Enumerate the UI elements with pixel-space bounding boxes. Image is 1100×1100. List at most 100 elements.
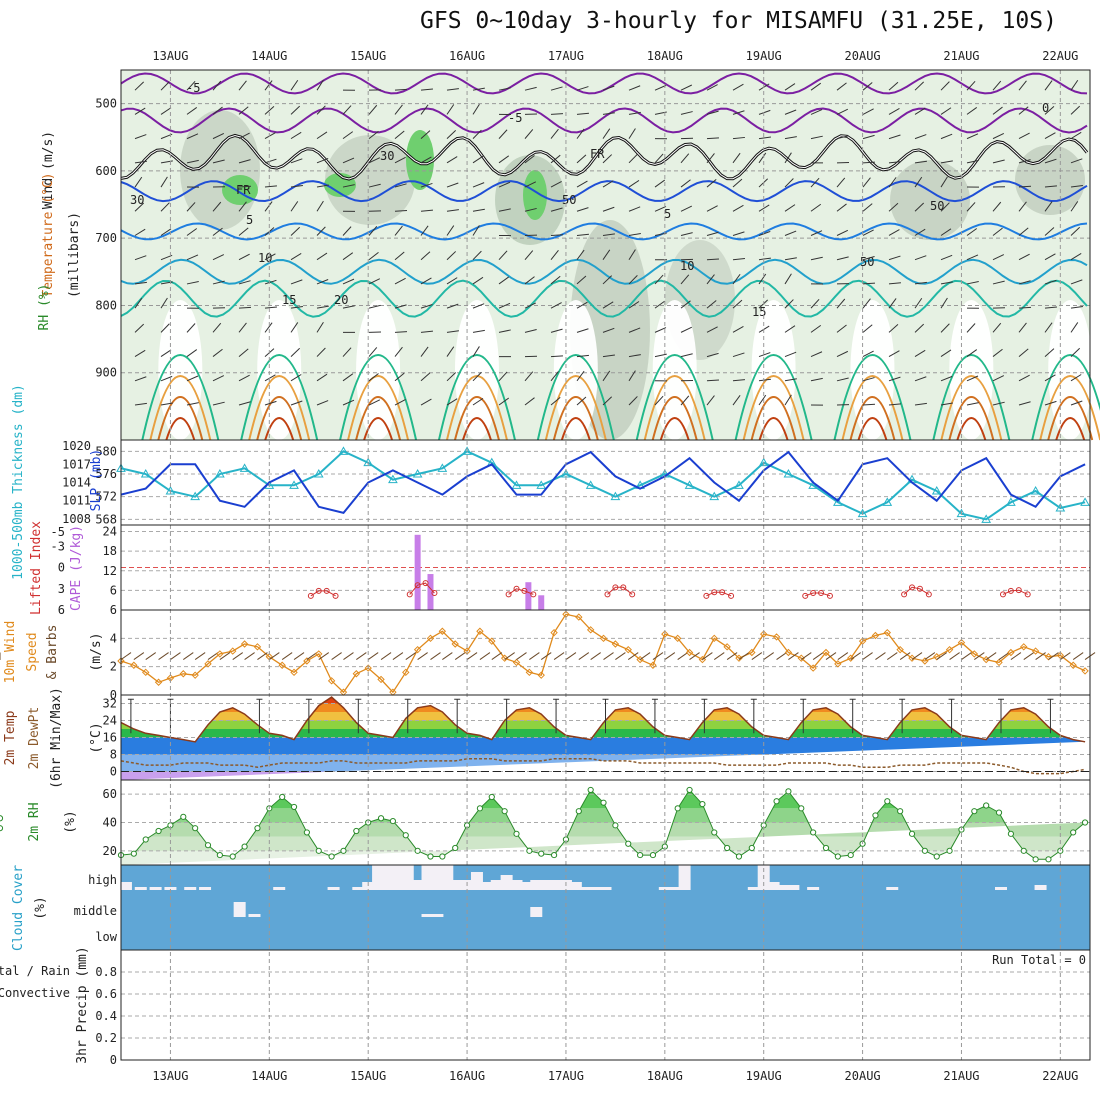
thickness-point-7 — [289, 480, 299, 489]
wind-barb-10m-66 — [936, 652, 948, 660]
wind-barb — [134, 81, 145, 91]
thickness-point-12 — [412, 468, 423, 478]
wind-barb — [940, 81, 950, 91]
rh-tick-60: 60 — [103, 787, 117, 801]
wind-barb — [238, 106, 249, 115]
wind-barb — [316, 347, 326, 357]
wind-barb — [134, 134, 147, 140]
rh-point-54 — [785, 788, 792, 795]
cape-bar-3 — [538, 595, 545, 610]
wind-barb — [940, 133, 953, 140]
contour-label-6: 10 — [680, 259, 694, 273]
rh-point-72 — [1007, 830, 1014, 837]
lifted-point-9 — [513, 585, 520, 592]
wind-barb — [212, 254, 225, 261]
warm-arch-7-0 — [833, 354, 912, 441]
warm-arch-3-2 — [453, 396, 500, 441]
thickness-point-5 — [239, 463, 250, 472]
rh-point-37 — [575, 808, 582, 815]
wind-barb — [550, 275, 561, 285]
wind-barb — [238, 201, 247, 212]
wind-barb-10m-33 — [529, 652, 540, 660]
wind-barb — [1018, 132, 1030, 140]
warm-arch-1-0 — [240, 354, 319, 441]
wind-barb — [498, 208, 511, 212]
wind-barb — [940, 281, 953, 285]
wind-barb — [888, 255, 901, 261]
cloud-high-bar-17 — [441, 865, 454, 890]
rh2m-unit: (%) — [63, 810, 78, 833]
rh-point-32 — [513, 830, 520, 837]
thickness-point-19 — [585, 480, 596, 489]
wind-barb — [498, 329, 511, 333]
wind-barb — [186, 254, 199, 261]
wind-barb — [862, 229, 874, 236]
lifted-tick--3: -3 — [51, 539, 65, 553]
wind-barb — [238, 80, 247, 91]
wind-speed-point-58 — [834, 660, 842, 668]
temp-label-b: 2m DewPt — [27, 707, 42, 770]
wind-barb — [1070, 79, 1079, 91]
wind-speed-point-71 — [995, 658, 1003, 667]
wind-barb — [654, 395, 664, 406]
rh-point-23 — [402, 832, 409, 839]
wind-barb — [1044, 322, 1053, 333]
cloud-high-bar-14 — [411, 880, 424, 890]
rh-point-17 — [328, 853, 335, 860]
wind-barb — [992, 80, 1002, 91]
wind-barb-10m-70 — [985, 652, 997, 660]
slp-tick-1017: 1017 — [62, 457, 91, 471]
wind-barb — [394, 104, 403, 115]
wind-barb — [966, 107, 978, 115]
wind-barb — [1044, 158, 1057, 164]
wind-barb — [1044, 400, 1057, 406]
wind-barb — [446, 303, 459, 309]
rh-point-22 — [389, 817, 397, 825]
wind-barb — [212, 159, 225, 164]
rh-point-34 — [538, 850, 545, 857]
wind-speed-point-51 — [748, 648, 756, 657]
wind-barb — [784, 109, 797, 115]
wind-barb-10m-56 — [812, 652, 824, 660]
wind-barb — [472, 182, 485, 188]
wind-barb — [992, 401, 1005, 406]
wind-barb — [1018, 280, 1031, 285]
rh-point-30 — [488, 793, 495, 801]
wind-barb — [368, 278, 381, 285]
thickness-point-23 — [684, 480, 695, 489]
wind-barb — [784, 351, 797, 358]
wind-barb — [784, 325, 796, 333]
thickness-point-35 — [981, 514, 992, 523]
wind-speed-point-1 — [130, 661, 138, 669]
wind-speed-point-57 — [822, 648, 830, 657]
warm-arch-4-3 — [560, 417, 591, 441]
wind-barb — [394, 399, 406, 406]
warm-arch-6-1 — [742, 375, 805, 441]
cloud-middle-bar-4 — [530, 907, 543, 917]
wind-speed-point-43 — [649, 661, 657, 669]
wind-barb — [992, 254, 1005, 261]
rh-band-3 — [121, 808, 1086, 823]
temperature-band-3 — [121, 729, 1086, 738]
wind-barb — [836, 350, 849, 358]
rh-point-46 — [686, 786, 693, 794]
wind-barb — [992, 159, 1005, 164]
wind-barb — [498, 155, 510, 164]
wind-barb — [186, 202, 196, 212]
cloud-high-bar-15 — [421, 865, 434, 890]
precip-tick-0.2: 0.2 — [95, 1031, 117, 1045]
lifted-point-19 — [728, 592, 735, 599]
cloud-high-bar-27 — [540, 880, 553, 890]
thickness-label: 1000-500mb Thickness (dm) — [11, 384, 26, 580]
wind-barb — [212, 348, 223, 357]
wind-barb — [836, 324, 847, 333]
warm-arch-3-3 — [462, 417, 492, 441]
wind-barb — [420, 104, 429, 115]
wind-barb — [186, 375, 199, 382]
wind-barb — [914, 281, 927, 285]
upper-tick-800: 800 — [95, 298, 117, 312]
cape-bar-2 — [525, 582, 532, 610]
wind-barb — [524, 329, 537, 333]
slp-label: SLP (mb) — [89, 449, 104, 512]
wind-speed-point-34 — [537, 671, 545, 679]
